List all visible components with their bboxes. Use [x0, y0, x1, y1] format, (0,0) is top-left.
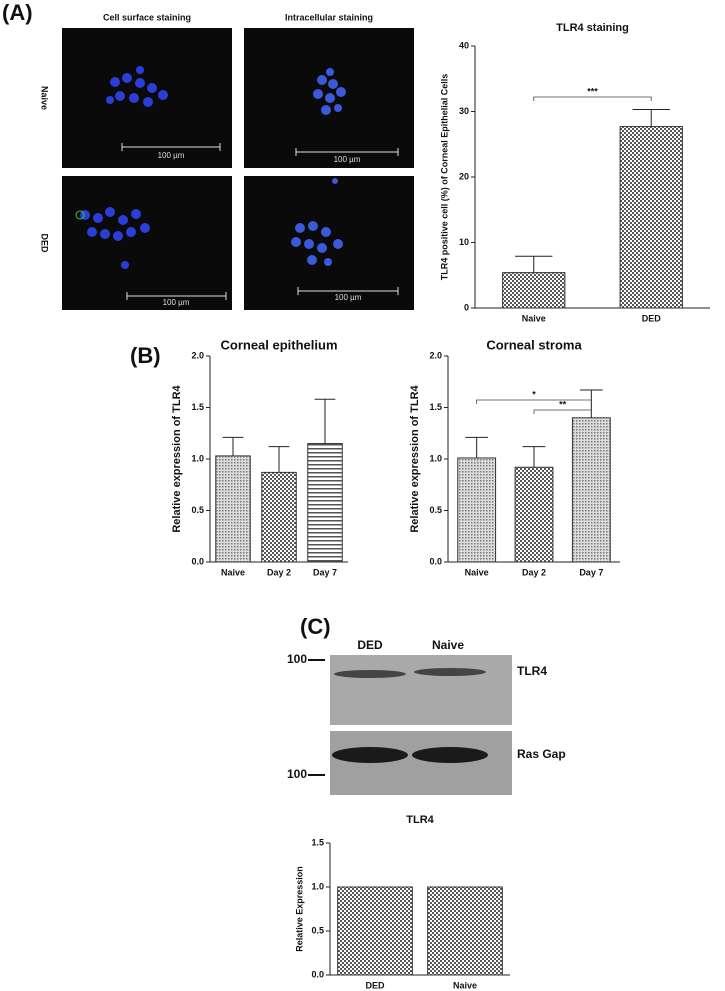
x-tick-label: Day 7	[313, 567, 337, 577]
y-tick-label: 10	[459, 237, 469, 247]
error-bar	[314, 398, 336, 444]
bar	[514, 466, 554, 563]
band-label: Ras Gap	[517, 747, 566, 761]
x-tick-label: DED	[365, 980, 385, 990]
chart-title: Corneal epithelium	[220, 337, 337, 352]
y-tick-label: 1.0	[191, 453, 204, 463]
lane-label: Naive	[432, 638, 464, 652]
chart-title: TLR4	[406, 814, 434, 826]
chart-title: TLR4 staining	[556, 22, 629, 34]
panel-label: (A)	[2, 0, 33, 25]
y-tick-label: 1.5	[311, 837, 324, 847]
micrograph: 100 µm	[244, 176, 414, 310]
chart-title: Corneal stroma	[486, 337, 582, 352]
bar	[457, 457, 497, 563]
lane-label: DED	[357, 638, 383, 652]
marker-label: 100	[287, 652, 307, 666]
scale-bar-label: 100 µm	[158, 151, 185, 160]
x-tick-label: Day 7	[579, 567, 603, 577]
y-tick-label: 1.5	[191, 402, 204, 412]
significance-label: ***	[587, 86, 598, 96]
y-tick-label: 0.0	[191, 556, 204, 566]
bar	[571, 417, 611, 563]
error-bar	[632, 109, 670, 127]
x-tick-label: Day 2	[267, 567, 291, 577]
panel-label: (B)	[130, 343, 161, 368]
y-tick-label: 20	[459, 171, 469, 181]
x-tick-label: Day 2	[522, 567, 546, 577]
x-tick-label: Naive	[465, 567, 489, 577]
band-label: TLR4	[517, 664, 547, 678]
significance-label: *	[532, 389, 536, 399]
y-axis-label: Relative expression of TLR4	[171, 384, 183, 532]
bar	[337, 886, 413, 976]
y-tick-label: 0.5	[429, 505, 442, 515]
error-bar	[522, 446, 546, 468]
scale-bar-label: 100 µm	[334, 155, 361, 164]
error-bar	[515, 255, 553, 273]
error-bar	[465, 436, 489, 458]
row-label: Naive	[40, 86, 50, 110]
y-axis-label: TLR4 positive cell (%) of Corneal Epithe…	[439, 74, 449, 281]
panel-label: (C)	[300, 614, 331, 639]
x-tick-label: Naive	[453, 980, 477, 990]
y-tick-label: 0.0	[429, 556, 442, 566]
y-axis-label: Relative expression of TLR4	[409, 384, 421, 532]
significance-bracket	[533, 96, 652, 101]
bar	[307, 443, 343, 563]
marker-label: 100	[287, 767, 307, 781]
western-blot: DED Naive 100 100 TLR4 Ras Gap	[287, 638, 566, 795]
error-bar	[222, 436, 244, 456]
micrograph: 100 µm	[62, 28, 232, 168]
bar	[427, 886, 503, 976]
x-tick-label: Naive	[221, 567, 245, 577]
scale-bar-label: 100 µm	[163, 298, 190, 307]
bar	[261, 471, 297, 563]
y-tick-label: 0.5	[311, 925, 324, 935]
y-tick-label: 1.0	[311, 881, 324, 891]
bar	[215, 455, 251, 563]
micrograph: 100 µm	[244, 28, 414, 168]
bar	[619, 126, 683, 309]
error-bar	[268, 446, 290, 473]
y-tick-label: 1.0	[429, 453, 442, 463]
y-tick-label: 40	[459, 40, 469, 50]
significance-label: **	[559, 399, 567, 409]
row-label: DED	[40, 233, 50, 253]
micrograph: 100 µm	[62, 176, 232, 310]
column-label: Cell surface staining	[103, 12, 191, 22]
x-tick-label: Naive	[522, 313, 546, 323]
y-tick-label: 0	[464, 302, 469, 312]
y-axis-label: Relative Expression	[294, 866, 304, 952]
y-tick-label: 2.0	[191, 350, 204, 360]
y-tick-label: 1.5	[429, 402, 442, 412]
significance-bracket	[533, 409, 592, 414]
column-label: Intracellular staining	[285, 12, 373, 22]
y-tick-label: 0.5	[191, 505, 204, 515]
bar	[502, 272, 566, 309]
y-tick-label: 0.0	[311, 969, 324, 979]
y-tick-label: 2.0	[429, 350, 442, 360]
scale-bar-label: 100 µm	[335, 293, 362, 302]
x-tick-label: DED	[642, 313, 662, 323]
y-tick-label: 30	[459, 106, 469, 116]
significance-bracket	[476, 399, 592, 404]
